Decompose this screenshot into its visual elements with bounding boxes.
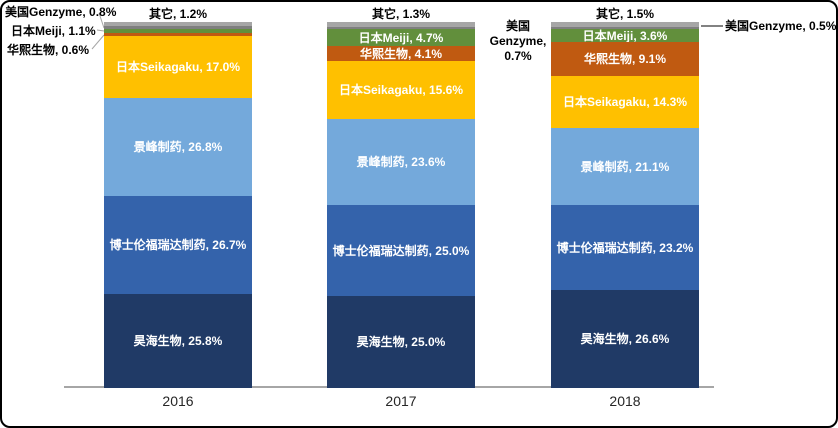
- bar-2017: 日本Meiji, 4.7% 华熙生物, 4.1% 日本Seikagaku, 15.6…: [327, 22, 475, 388]
- segment-huaxi-bio-2018: 华熙生物, 9.1%: [551, 42, 699, 76]
- segment-others-2017: [327, 22, 475, 27]
- segment-seikagaku-2017: 日本Seikagaku, 15.6%: [327, 61, 475, 119]
- segment-genzyme-2017: [327, 26, 475, 30]
- data-label-jingfeng-pharma-2017: 景峰制药, 23.6%: [356, 154, 446, 169]
- callout-meiji-2016: 日本Meiji, 1.1%: [11, 24, 96, 38]
- segment-huaxi-bio-2016: [104, 33, 252, 36]
- callout-huaxi-bio-2016: 华熙生物, 0.6%: [7, 43, 90, 57]
- segment-genzyme-2018: [551, 27, 699, 30]
- category-label-2018: 2018: [609, 393, 641, 409]
- segment-bausch-lomb-freda-2016: 博士伦福瑞达制药, 26.7%: [104, 195, 252, 294]
- segment-huaxi-bio-2017: 华熙生物, 4.1%: [327, 46, 475, 62]
- others-label-2017: 其它, 1.3%: [371, 7, 431, 21]
- segment-others-2016: [104, 22, 252, 27]
- segment-meiji-2016: [104, 29, 252, 34]
- callout-genzyme-2016: 美国Genzyme, 0.8%: [5, 5, 117, 19]
- data-label-jingfeng-pharma-2016: 景峰制药, 26.8%: [133, 139, 223, 154]
- data-label-seikagaku-2016: 日本Seikagaku, 17.0%: [115, 59, 241, 74]
- data-label-meiji-2018: 日本Meiji, 3.6%: [582, 28, 668, 43]
- bar-2018: 日本Meiji, 3.6% 华熙生物, 9.1% 日本Seikagaku, 14.3…: [551, 22, 699, 388]
- segment-haohai-bio-2018: 昊海生物, 26.6%: [551, 290, 699, 388]
- segment-jingfeng-pharma-2018: 景峰制药, 21.1%: [551, 128, 699, 206]
- segment-bausch-lomb-freda-2018: 博士伦福瑞达制药, 23.2%: [551, 205, 699, 291]
- data-label-meiji-2017: 日本Meiji, 4.7%: [358, 30, 444, 45]
- category-label-2017: 2017: [385, 393, 417, 409]
- segment-jingfeng-pharma-2016: 景峰制药, 26.8%: [104, 97, 252, 196]
- segment-seikagaku-2016: 日本Seikagaku, 17.0%: [104, 35, 252, 98]
- segment-others-2018: [551, 22, 699, 28]
- data-label-jingfeng-pharma-2018: 景峰制药, 21.1%: [580, 159, 670, 174]
- segment-meiji-2017: 日本Meiji, 4.7%: [327, 29, 475, 47]
- data-label-haohai-bio-2017: 昊海生物, 25.0%: [356, 335, 446, 350]
- data-label-bausch-lomb-freda-2018: 博士伦福瑞达制药, 23.2%: [556, 240, 694, 255]
- others-label-2016: 其它, 1.2%: [148, 7, 208, 21]
- segment-meiji-2018: 日本Meiji, 3.6%: [551, 28, 699, 43]
- segment-genzyme-2016: [104, 26, 252, 30]
- data-label-seikagaku-2017: 日本Seikagaku, 15.6%: [338, 83, 464, 98]
- data-label-huaxi-bio-2017: 华熙生物, 4.1%: [359, 46, 443, 61]
- data-label-bausch-lomb-freda-2016: 博士伦福瑞达制药, 26.7%: [109, 237, 247, 252]
- category-label-2016: 2016: [162, 393, 194, 409]
- data-label-haohai-bio-2018: 昊海生物, 26.6%: [580, 331, 670, 346]
- data-label-bausch-lomb-freda-2017: 博士伦福瑞达制药, 25.0%: [332, 243, 470, 258]
- data-label-huaxi-bio-2018: 华熙生物, 9.1%: [583, 52, 667, 67]
- data-label-haohai-bio-2016: 昊海生物, 25.8%: [133, 333, 223, 348]
- others-label-2018: 其它, 1.5%: [595, 7, 655, 21]
- segment-haohai-bio-2017: 昊海生物, 25.0%: [327, 296, 475, 388]
- segment-seikagaku-2018: 日本Seikagaku, 14.3%: [551, 75, 699, 129]
- segment-haohai-bio-2016: 昊海生物, 25.8%: [104, 293, 252, 388]
- leader-meiji-2016: [96, 29, 105, 32]
- callout-genzyme-2018: 美国Genzyme, 0.5%: [725, 19, 837, 33]
- segment-jingfeng-pharma-2017: 景峰制药, 23.6%: [327, 118, 475, 205]
- data-label-seikagaku-2018: 日本Seikagaku, 14.3%: [562, 94, 688, 109]
- bar-2016: 日本Seikagaku, 17.0% 景峰制药, 26.8% 博士伦福瑞达制药, 2…: [104, 22, 252, 388]
- callout-genzyme-2017: 美国Genzyme, 0.7%: [489, 19, 547, 63]
- segment-bausch-lomb-freda-2017: 博士伦福瑞达制药, 25.0%: [327, 204, 475, 297]
